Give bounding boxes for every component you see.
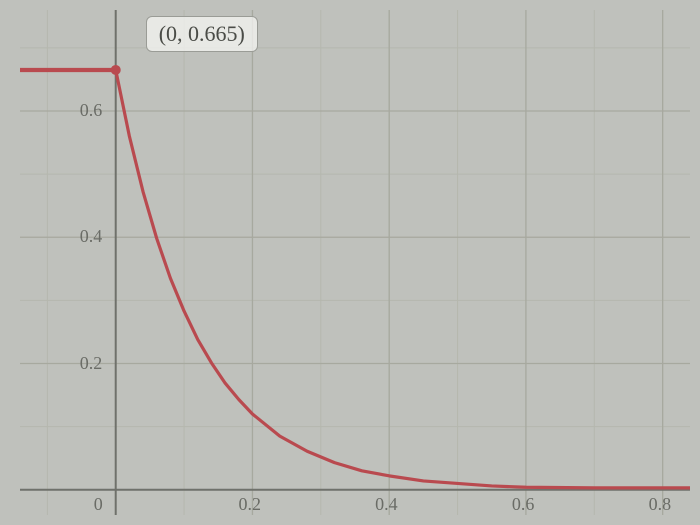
x-tick-label: 0.4 bbox=[375, 494, 398, 515]
annotation-text: (0, 0.665) bbox=[159, 21, 245, 46]
y-tick-label: 0.4 bbox=[80, 226, 103, 247]
point-annotation: (0, 0.665) bbox=[146, 16, 258, 52]
x-tick-label: 0 bbox=[94, 494, 103, 515]
chart-container: (0, 0.665) 0.2 0.4 0.6 0 0.2 0.4 0.6 0.8 bbox=[20, 10, 690, 515]
x-tick-label: 0.6 bbox=[512, 494, 535, 515]
chart-svg bbox=[20, 10, 690, 515]
x-tick-label: 0.8 bbox=[649, 494, 672, 515]
y-tick-label: 0.6 bbox=[80, 100, 103, 121]
x-tick-label: 0.2 bbox=[238, 494, 261, 515]
y-tick-label: 0.2 bbox=[80, 353, 103, 374]
